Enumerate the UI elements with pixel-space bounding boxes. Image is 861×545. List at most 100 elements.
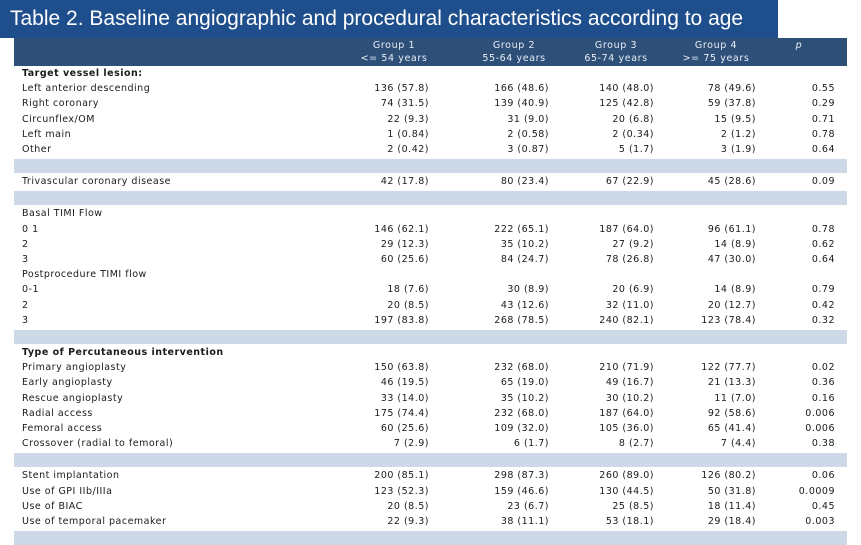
table-row: Circunflex/OM 22 (9.3) 31 (9.0) 20 (6.8) 15 … [14, 113, 847, 128]
group1-cell: 2 (0.42) [387, 144, 429, 155]
group3-cell: 20 (6.8) [612, 113, 654, 125]
row-separator [14, 159, 847, 174]
row-label: Radial access [22, 407, 93, 419]
table-row: 0-1 18 (7.6) 30 (8.9) 20 (6.9) 14 (8.9) 0.79 [14, 283, 847, 298]
group1-cell: 136 (57.8) [374, 83, 429, 95]
p-value-cell: 0.36 [811, 377, 835, 389]
group3-cell: 67 (22.9) [605, 176, 654, 188]
table-row: 3 197 (83.8) 268 (78.5) 240 (82.1) 123 (78.4… [14, 314, 847, 329]
table-row: Left main 1 (0.84) 2 (0.58) 2 (0.34) 2 (1.2)… [14, 128, 847, 143]
group3-cell: 260 (89.0) [599, 470, 654, 482]
table-row: Other 2 (0.42) 3 (0.87) 5 (1.7) 3 (1.9) 0.64 [14, 143, 847, 158]
row-label: Circunflex/OM [22, 113, 95, 125]
row-label: Left anterior descending [22, 83, 151, 95]
group1-cell: 18 (7.6) [387, 284, 429, 296]
group1-cell: 46 (19.5) [380, 377, 429, 389]
table-row: Use of GPI IIb/IIIa 123 (52.3) 159 (46.6) 1… [14, 485, 847, 500]
table-row: Basal TIMI Flow [14, 207, 847, 222]
group3-cell: 8 (2.7) [618, 438, 654, 450]
group1-cell: 20 (8.5) [387, 299, 429, 311]
group2-cell: 268 (78.5) [494, 314, 549, 326]
p-value-cell: 0.79 [811, 284, 835, 296]
group3-cell: 187 (64.0) [599, 223, 654, 235]
group2-cell: 84 (24.7) [500, 254, 549, 265]
row-label: Trivascular coronary disease [22, 176, 171, 188]
p-value-cell: 0.006 [805, 407, 835, 419]
group2-range: 55-64 years [482, 53, 546, 64]
p-value-cell: 0.71 [811, 113, 835, 125]
group3-cell: 5 (1.7) [618, 144, 654, 155]
group4-cell: 65 (41.4) [707, 423, 756, 434]
group3-cell: 105 (36.0) [599, 423, 654, 434]
group2-cell: 23 (6.7) [507, 500, 549, 512]
group1-cell: 60 (25.6) [380, 423, 429, 434]
group3-name: Group 3 [594, 40, 638, 51]
group1-cell: 7 (2.9) [393, 438, 429, 450]
p-value-cell: 0.006 [805, 423, 835, 434]
row-label: 0-1 [22, 284, 40, 296]
group4-cell: 45 (28.6) [707, 176, 756, 188]
group2-cell: 38 (11.1) [500, 516, 549, 527]
group4-range: >= 75 years [682, 53, 750, 64]
group1-name: Group 1 [372, 40, 416, 51]
p-value-cell: 0.78 [811, 128, 835, 140]
group4-cell: 18 (11.4) [707, 500, 756, 512]
group3-cell: 130 (44.5) [599, 485, 654, 497]
group3-range: 65-74 years [584, 53, 648, 64]
group2-cell: 2 (0.58) [507, 128, 549, 140]
table-row: Primary angioplasty 150 (63.8) 232 (68.0) 2… [14, 361, 847, 376]
group1-cell: 60 (25.6) [380, 254, 429, 265]
row-separator [14, 191, 847, 206]
group4-cell: 78 (49.6) [707, 83, 756, 95]
group1-cell: 20 (8.5) [387, 500, 429, 512]
row-label: Other [22, 144, 52, 155]
row-separator [14, 453, 847, 468]
row-label: Use of BIAC [22, 500, 83, 512]
group3-cell: 78 (26.8) [605, 254, 654, 265]
group4-cell: 21 (13.3) [707, 377, 756, 389]
table-row: Femoral access 60 (25.6) 109 (32.0) 105 (36… [14, 422, 847, 437]
group2-cell: 232 (68.0) [494, 362, 549, 374]
group4-cell: 14 (8.9) [714, 284, 756, 296]
group4-cell: 50 (31.8) [707, 485, 756, 497]
table-title: Table 2. Baseline angiographic and proce… [0, 0, 778, 38]
group4-name: Group 4 [694, 40, 738, 51]
p-value-cell: 0.09 [811, 176, 835, 188]
group2-cell: 232 (68.0) [494, 407, 549, 419]
row-label: Type of Percutaneous intervention [22, 347, 224, 358]
table-row: Type of Percutaneous intervention [14, 346, 847, 361]
group3-cell: 140 (48.0) [599, 83, 654, 95]
group4-cell: 7 (4.4) [720, 438, 756, 450]
group4-cell: 15 (9.5) [714, 113, 756, 125]
group1-cell: 150 (63.8) [374, 362, 429, 374]
row-label: Rescue angioplasty [22, 392, 124, 404]
group2-cell: 159 (46.6) [494, 485, 549, 497]
table-row: Radial access 175 (74.4) 232 (68.0) 187 (64… [14, 407, 847, 422]
row-label: Left main [22, 128, 72, 140]
p-value-cell: 0.38 [811, 438, 835, 450]
group3-cell: 187 (64.0) [599, 407, 654, 419]
table-row: 2 29 (12.3) 35 (10.2) 27 (9.2) 14 (8.9) 0.62 [14, 238, 847, 253]
group1-range: <= 54 years [360, 53, 428, 64]
row-separator [14, 330, 847, 344]
group2-cell: 222 (65.1) [494, 223, 549, 235]
group1-cell: 123 (52.3) [374, 485, 429, 497]
p-value-cell: 0.16 [811, 392, 835, 404]
group1-cell: 74 (31.5) [380, 98, 429, 110]
row-label: 2 [22, 238, 29, 250]
group3-cell: 210 (71.9) [599, 362, 654, 374]
group4-cell: 92 (58.6) [707, 407, 756, 419]
group4-cell: 29 (18.4) [707, 516, 756, 527]
table-row: Use of BIAC 20 (8.5) 23 (6.7) 25 (8.5) 18 (1… [14, 500, 847, 515]
group2-cell: 6 (1.7) [513, 438, 549, 450]
group1-cell: 42 (17.8) [380, 176, 429, 188]
group4-cell: 11 (7.0) [714, 392, 756, 404]
row-label: Right coronary [22, 98, 99, 110]
table-row: Postprocedure TIMI flow [14, 268, 847, 283]
group2-cell: 31 (9.0) [507, 113, 549, 125]
table-row: Trivascular coronary disease 42 (17.8) 80 … [14, 175, 847, 190]
group3-cell: 25 (8.5) [612, 500, 654, 512]
group2-cell: 3 (0.87) [507, 144, 549, 155]
table-row: Left anterior descending 136 (57.8) 166 (4… [14, 82, 847, 97]
group1-cell: 197 (83.8) [374, 314, 429, 326]
